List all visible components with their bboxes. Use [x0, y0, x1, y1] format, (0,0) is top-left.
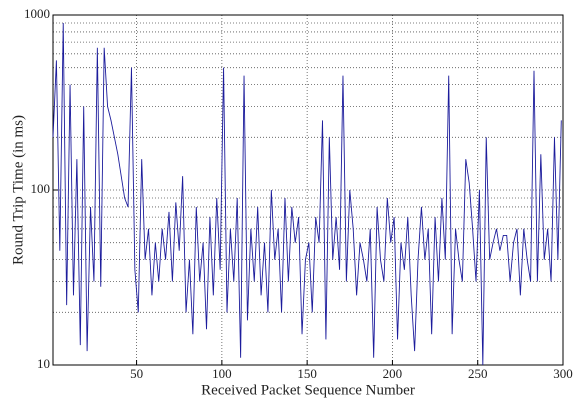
y-axis-label: Round Trip Time (in ms) — [10, 115, 26, 265]
plot-frame — [52, 14, 564, 366]
x-tick-label: 100 — [212, 366, 232, 381]
x-tick-label: 50 — [130, 366, 143, 381]
x-axis-label: Received Packet Sequence Number — [201, 382, 415, 398]
data-line — [52, 23, 562, 366]
x-tick-label: 300 — [553, 366, 573, 381]
y-tick-label: 10 — [37, 356, 50, 371]
x-tick-label: 200 — [383, 366, 403, 381]
y-tick-label: 100 — [31, 181, 51, 196]
y-tick-label: 1000 — [24, 6, 50, 21]
x-tick-label: 250 — [468, 366, 488, 381]
x-tick-label: 150 — [297, 366, 317, 381]
